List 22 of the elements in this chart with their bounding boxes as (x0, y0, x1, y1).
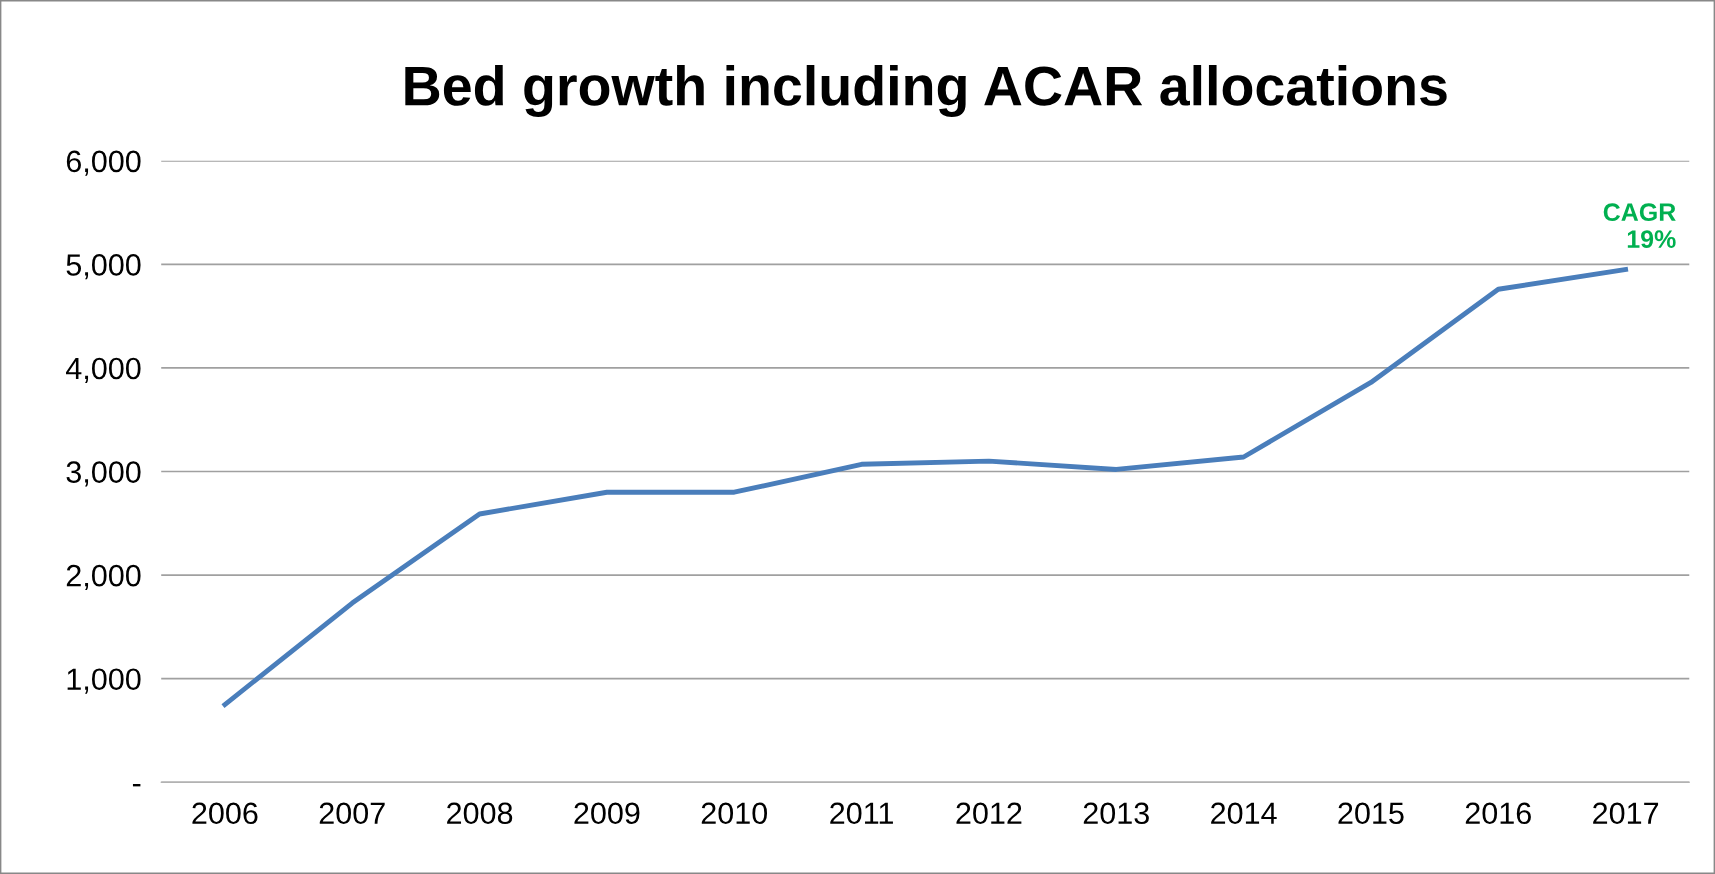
x-tick-label: 2007 (319, 802, 385, 825)
y-tick-label: - (132, 783, 141, 787)
x-tick-label: 2014 (1211, 802, 1277, 825)
y-tick-label: 1,000 (67, 668, 141, 694)
x-tick-label: 2010 (701, 802, 768, 825)
annotation: CAGR 19% (1603, 203, 1676, 248)
x-tick-label: 2015 (1338, 802, 1404, 825)
y-tick-label: 6,000 (66, 150, 141, 176)
line-series (222, 267, 1629, 707)
x-tick-label: 2013 (1083, 802, 1149, 825)
x-tick-label: 2017 (1593, 802, 1659, 825)
x-tick-label: 2008 (447, 802, 513, 825)
y-tick-label: 4,000 (66, 357, 141, 383)
x-tick-label: 2011 (830, 802, 893, 825)
x-tick-label: 2012 (956, 802, 1022, 825)
x-tick-label: 2009 (574, 802, 640, 825)
y-tick-label: 2,000 (66, 564, 141, 591)
y-tick-label: 5,000 (66, 254, 141, 280)
y-tick-label: 3,000 (66, 461, 141, 487)
chart-title: Bed growth including ACAR allocations (405, 65, 1447, 118)
x-tick-label: 2006 (192, 802, 258, 825)
x-tick-label: 2016 (1465, 802, 1531, 825)
